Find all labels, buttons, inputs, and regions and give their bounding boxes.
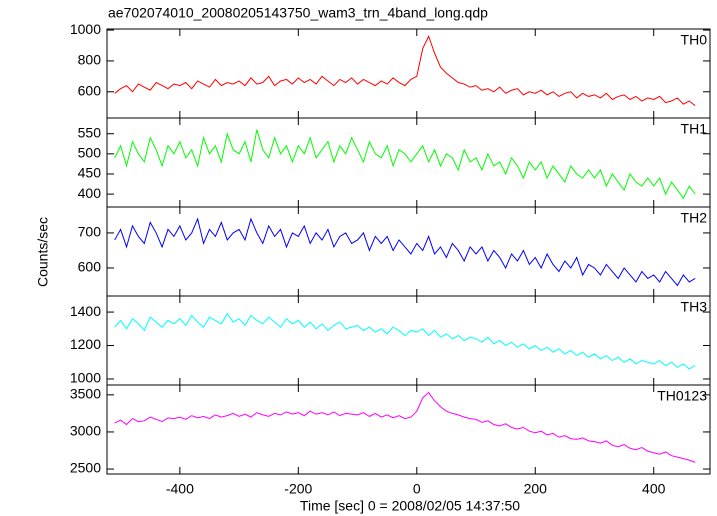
x-tick-label: -400 — [166, 481, 194, 497]
panel-label: TH2 — [681, 210, 708, 226]
x-tick-label: -200 — [284, 481, 312, 497]
x-axis-label: Time [sec] 0 = 2008/02/05 14:37:50 — [300, 498, 520, 514]
y-tick-label: 2500 — [70, 460, 101, 476]
y-tick-label: 450 — [78, 165, 102, 181]
x-tick-label: 200 — [524, 481, 548, 497]
y-tick-label: 700 — [78, 224, 102, 240]
y-tick-label: 600 — [78, 259, 102, 275]
panel-frame — [106, 117, 711, 208]
y-tick-label: 1400 — [70, 303, 101, 319]
y-tick-label: 1000 — [70, 370, 101, 386]
data-line — [114, 129, 696, 200]
x-tick-label: 400 — [642, 481, 666, 497]
data-line — [114, 391, 696, 463]
chart-title: ae702074010_20080205143750_wam3_trn_4ban… — [108, 5, 488, 21]
panel-label: TH0123 — [657, 388, 707, 404]
panel-frame — [106, 28, 711, 119]
panel-frame — [106, 384, 711, 475]
panel-label: TH1 — [681, 121, 708, 137]
panel-frame — [106, 295, 711, 386]
y-tick-label: 500 — [78, 145, 102, 161]
data-line — [114, 312, 696, 370]
y-tick-label: 3000 — [70, 423, 101, 439]
y-tick-label: 800 — [78, 52, 102, 68]
panel-label: TH3 — [681, 299, 708, 315]
x-tick-label: 0 — [413, 481, 421, 497]
data-line — [114, 34, 696, 107]
y-axis-label: Counts/sec — [35, 217, 51, 287]
y-tick-label: 550 — [78, 124, 102, 140]
y-tick-label: 1200 — [70, 336, 101, 352]
data-line — [114, 217, 696, 287]
y-tick-label: 3500 — [70, 386, 101, 402]
y-tick-label: 1000 — [70, 21, 101, 37]
y-tick-label: 600 — [78, 82, 102, 98]
panel-label: TH0 — [681, 32, 708, 48]
y-tick-label: 400 — [78, 185, 102, 201]
